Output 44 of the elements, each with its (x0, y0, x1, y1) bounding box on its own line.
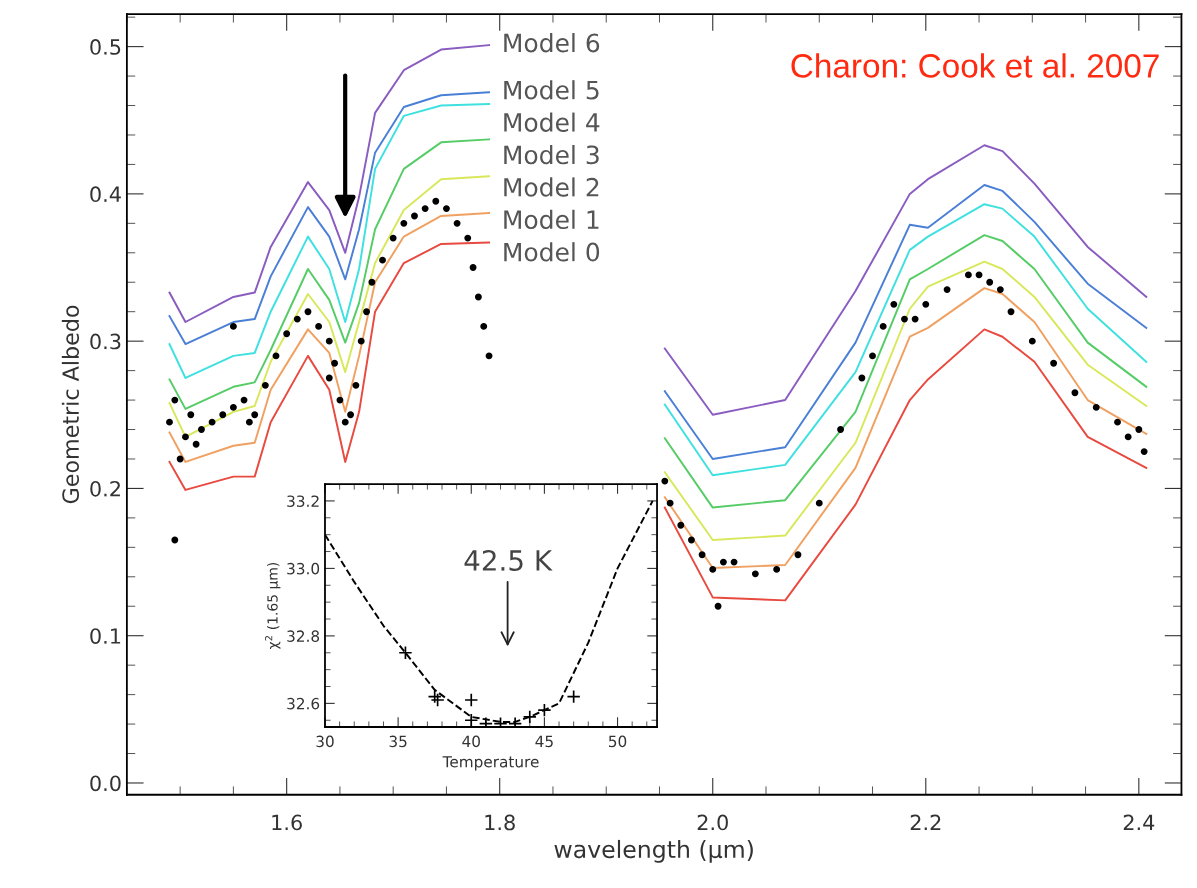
x-tick-label: 2.2 (910, 814, 941, 831)
annotation: 42.5 K (464, 549, 553, 571)
x-tick-label: 2.0 (697, 814, 728, 831)
point (464, 692, 479, 708)
series-label: Model 3 (504, 144, 599, 165)
point (537, 703, 552, 718)
point (464, 713, 479, 728)
x-tick-label: 40 (462, 735, 480, 748)
annotation: Charon: Cook et al. 2007 (791, 53, 1159, 78)
x-tick-label: 1.6 (272, 814, 302, 831)
x-tick-label: 2.4 (1123, 814, 1155, 831)
series-label: Model 2 (504, 177, 599, 197)
y-tick-label: 0.1 (90, 628, 121, 644)
x-tick-label: 35 (389, 735, 407, 748)
y-tick-label: 0.3 (90, 333, 121, 350)
y-axis-title: χ$^{2}$ (1.65 μm) (265, 562, 281, 650)
point (478, 716, 493, 728)
x-tick-label: 45 (535, 735, 553, 748)
y-tick-label: 32.6 (287, 697, 320, 710)
x-tick-label: 1.8 (485, 814, 515, 831)
point (522, 709, 537, 724)
series-label: Model 4 (504, 112, 600, 132)
series-label: Model 0 (504, 242, 600, 262)
series-label: Model 1 (504, 209, 599, 230)
series-label: Model 6 (504, 33, 600, 53)
y-tick-label: 32.8 (287, 630, 320, 642)
x-tick-label: 50 (609, 735, 627, 748)
y-tick-label: 0.0 (90, 775, 121, 792)
y-tick-label: 0.5 (90, 39, 121, 55)
point (398, 645, 413, 660)
y-axis-title: Geometric Albedo (61, 305, 80, 504)
y-tick-label: 0.2 (90, 480, 120, 497)
point (566, 689, 581, 704)
x-tick-label: 30 (316, 735, 334, 748)
series-label: Model 5 (504, 80, 599, 100)
y-tick-label: 33.2 (287, 495, 319, 507)
point (493, 716, 508, 728)
y-tick-label: 0.4 (90, 186, 121, 203)
x-axis-title: Temperature (442, 756, 539, 771)
y-tick-label: 33.0 (287, 562, 320, 575)
point (508, 716, 523, 728)
point (427, 689, 442, 704)
point (430, 692, 445, 708)
x-axis-title: wavelength (μm) (554, 839, 753, 863)
